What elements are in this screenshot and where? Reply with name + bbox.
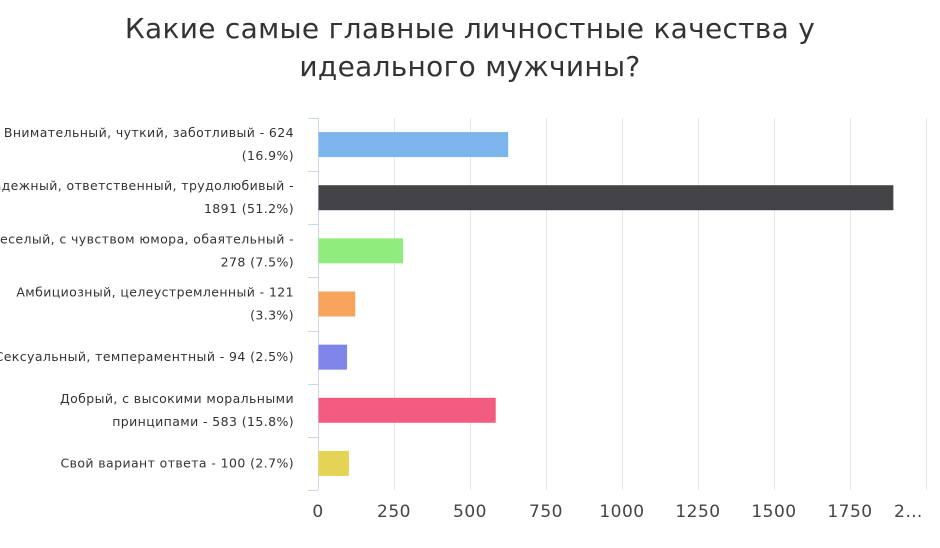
x-tick-label-1750: 1750 [827,502,872,522]
bar-6 [318,450,349,476]
category-label-line: 278 (7.5%) [221,254,294,269]
x-tick-label-500: 500 [453,502,487,522]
category-label-line: (3.3%) [250,308,294,323]
category-label-line: Сексуальный, темпераментный - 94 (2.5%) [0,349,294,364]
bar-2 [318,238,404,264]
category-label-line: Амбициозный, целеустремленный - 121 [16,285,294,300]
x-tick-label-1250: 1250 [675,502,720,522]
x-tick-label-1500: 1500 [751,502,796,522]
category-label-4: Сексуальный, темпераментный - 94 (2.5%) [0,349,294,364]
category-label-line: принципами - 583 (15.8%) [112,414,294,429]
category-label-line: Свой вариант ответа - 100 (2.7%) [60,455,294,470]
category-label-0: Внимательный, чуткий, заботливый - 624 (1… [4,125,294,163]
bar-1 [318,185,894,211]
category-label-1: Надежный, ответственный, трудолюбивый - 1… [0,178,294,216]
category-label-line: Веселый, с чувством юмора, обаятельный - [0,231,294,246]
category-label-2: Веселый, с чувством юмора, обаятельный -… [0,231,294,269]
x-tick-label-750: 750 [529,502,563,522]
x-tick-label-2000: 2… [894,502,923,522]
category-label-3: Амбициозный, целеустремленный - 121 (3.3%… [16,285,294,323]
x-tick-label-250: 250 [377,502,411,522]
category-label-line: Внимательный, чуткий, заботливый - 624 [4,125,294,140]
category-label-6: Свой вариант ответа - 100 (2.7%) [60,455,294,470]
bar-4 [318,344,348,370]
bar-5 [318,397,496,423]
category-label-line: Надежный, ответственный, трудолюбивый - [0,178,294,193]
x-tick-label-1000: 1000 [599,502,644,522]
x-tick-label-0: 0 [312,502,323,522]
category-label-line: 1891 (51.2%) [204,201,294,216]
bar-0 [318,132,509,158]
category-label-5: Добрый, с высокими моральными принципами … [60,391,294,429]
chart-title: Какие самые главные личностные качества … [124,12,816,83]
category-label-line: Добрый, с высокими моральными [60,391,294,406]
bar-3 [318,291,356,317]
category-label-line: (16.9%) [242,148,294,163]
